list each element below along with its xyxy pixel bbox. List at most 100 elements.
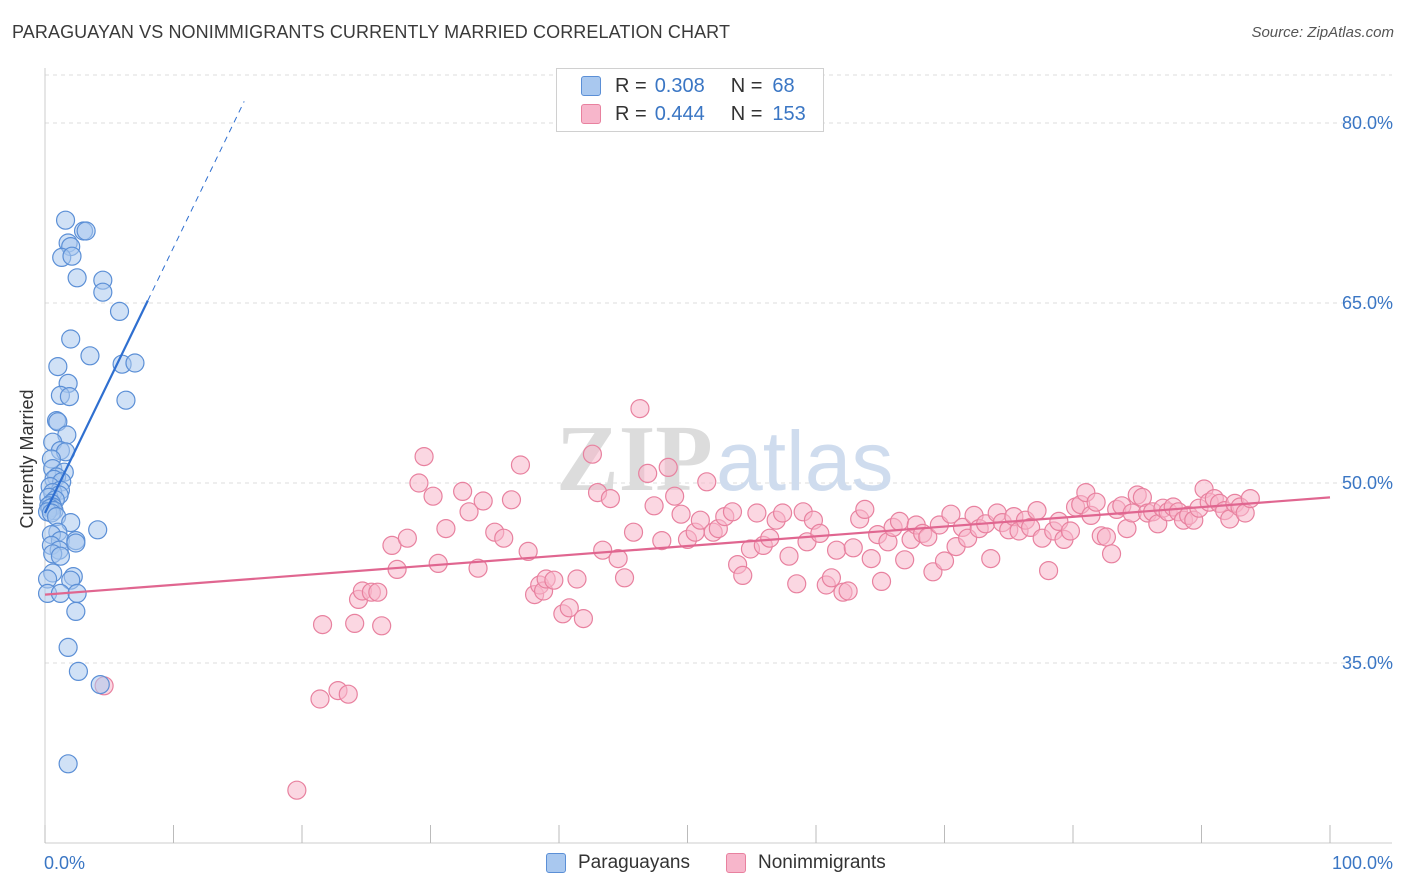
- nonimmigrant-point: [1096, 527, 1117, 547]
- legend-r-label: R =: [615, 74, 647, 97]
- nonimmigrant-point: [544, 570, 564, 590]
- paraguayan-point: [48, 357, 68, 377]
- nonimmigrant-point: [895, 550, 915, 570]
- nonimmigrant-point: [345, 613, 365, 634]
- y-tick-label: 50.0%: [1342, 473, 1393, 493]
- paraguayan-point: [68, 661, 89, 682]
- paraguayan-point: [48, 412, 68, 432]
- nonimmigrant-point: [494, 528, 514, 548]
- y-tick-label: 80.0%: [1342, 113, 1393, 133]
- paraguayans-trend-extension: [147, 101, 245, 301]
- paraguayan-point: [76, 221, 96, 241]
- nonimmigrant-point: [468, 558, 488, 578]
- paraguayan-point: [66, 601, 86, 622]
- nonimmigrant-point: [593, 540, 613, 560]
- legend-swatch-blue: [581, 76, 601, 96]
- nonimmigrant-point: [638, 463, 658, 483]
- paraguayan-point: [90, 674, 110, 695]
- paraguayan-point: [67, 268, 87, 288]
- paraguayan-point: [116, 390, 136, 410]
- nonimmigrant-point: [501, 490, 522, 510]
- legend-n-label: N =: [730, 74, 763, 97]
- legend-r-label: R =: [615, 102, 647, 125]
- paraguayan-point: [62, 246, 82, 266]
- x-tick-label-max: 100.0%: [1332, 853, 1393, 873]
- data-points: [37, 210, 1260, 800]
- nonimmigrant-point: [1060, 521, 1081, 541]
- nonimmigrant-point: [382, 535, 402, 556]
- nonimmigrant-point: [934, 551, 955, 571]
- x-tick-label-min: 0.0%: [44, 853, 85, 873]
- nonimmigrant-point: [658, 457, 678, 477]
- paraguayan-point: [61, 329, 81, 349]
- nonimmigrant-point: [436, 518, 456, 539]
- legend-item-paraguayans[interactable]: Paraguayans: [546, 852, 690, 874]
- nonimmigrant-point: [567, 569, 587, 589]
- legend-row-paraguayans: R = 0.308 N = 68: [581, 73, 795, 99]
- y-tick-label: 35.0%: [1342, 653, 1393, 673]
- y-tick-label: 65.0%: [1342, 293, 1393, 313]
- paraguayan-point: [88, 520, 108, 540]
- nonimmigrant-point: [623, 522, 644, 542]
- paraguayans-trend-line: [44, 300, 149, 514]
- nonimmigrant-point: [838, 581, 858, 601]
- legend-r-value: 0.308: [654, 74, 705, 97]
- nonimmigrant-point: [518, 541, 538, 562]
- nonimmigrant-point: [1038, 560, 1059, 581]
- nonimmigrant-point: [312, 614, 333, 635]
- nonimmigrant-point: [665, 486, 685, 506]
- legend-r-value: 0.444: [654, 102, 705, 125]
- nonimmigrant-point: [287, 780, 307, 800]
- watermark: ZIP atlas: [556, 407, 893, 511]
- nonimmigrant-point: [826, 540, 847, 560]
- nonimmigrant-point: [821, 568, 842, 588]
- nonimmigrant-point: [941, 504, 961, 524]
- legend-label: Paraguayans: [578, 852, 690, 873]
- legend-swatch-pink: [726, 853, 746, 873]
- axis-labels: 35.0% 50.0% 65.0% 80.0% 0.0% 100.0% Currently …: [17, 113, 1393, 873]
- nonimmigrant-point: [414, 447, 434, 467]
- nonimmigrant-point: [423, 486, 443, 506]
- paraguayan-point: [125, 353, 145, 373]
- grid-lines: [45, 74, 1392, 664]
- nonimmigrant-point: [459, 502, 479, 522]
- source-label: Source: ZipAtlas.com: [1251, 24, 1394, 41]
- nonimmigrant-point: [779, 546, 799, 566]
- nonimmigrant-point: [573, 608, 594, 629]
- nonimmigrant-point: [397, 528, 417, 548]
- nonimmigrant-point: [600, 489, 621, 509]
- legend-swatch-pink: [581, 104, 601, 124]
- watermark-zip: ZIP: [556, 407, 713, 511]
- nonimmigrant-point: [671, 504, 691, 524]
- nonimmigrant-point: [855, 499, 875, 519]
- nonimmigrant-point: [787, 574, 807, 594]
- nonimmigrants-trend-line: [44, 496, 1331, 596]
- y-axis-title: Currently Married: [17, 389, 37, 528]
- nonimmigrant-point: [453, 481, 473, 501]
- watermark-atlas: atlas: [716, 414, 893, 508]
- legend-row-nonimmigrants: R = 0.444 N = 153: [581, 101, 806, 127]
- legend-item-nonimmigrants[interactable]: Nonimmigrants: [726, 852, 886, 874]
- nonimmigrant-point: [1027, 501, 1047, 521]
- nonimmigrant-point: [372, 616, 392, 636]
- nonimmigrant-point: [614, 568, 635, 588]
- nonimmigrant-point: [559, 598, 579, 618]
- legend-n-value: 153: [772, 102, 806, 125]
- nonimmigrant-point: [630, 399, 650, 419]
- nonimmigrant-point: [338, 684, 358, 704]
- nonimmigrant-point: [697, 472, 717, 492]
- nonimmigrant-point: [871, 571, 892, 592]
- nonimmigrant-point: [843, 538, 863, 558]
- trend-lines: [44, 101, 1331, 596]
- stats-legend: R = 0.308 N = 68 R = 0.444 N = 153: [556, 68, 824, 132]
- paraguayan-point: [55, 210, 76, 230]
- nonimmigrant-point: [722, 502, 743, 522]
- nonimmigrant-point: [608, 548, 628, 569]
- nonimmigrant-point: [981, 548, 1001, 569]
- nonimmigrant-point: [652, 530, 672, 551]
- nonimmigrant-point: [473, 491, 493, 511]
- nonimmigrant-point: [310, 689, 330, 709]
- paraguayan-point: [80, 346, 100, 366]
- nonimmigrant-point: [690, 510, 710, 530]
